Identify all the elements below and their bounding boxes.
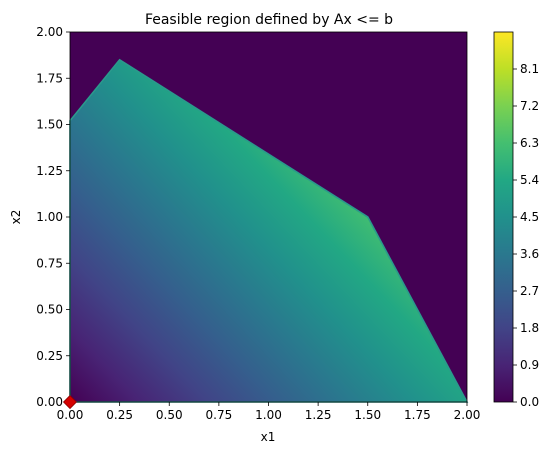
- colorbar-tick-label: 7.2: [520, 99, 539, 113]
- y-tick-label: 1.00: [36, 210, 63, 224]
- y-tick-label: 0.75: [36, 256, 63, 270]
- x-tick-label: 1.75: [404, 408, 431, 422]
- x-tick-label: 0.00: [57, 408, 84, 422]
- y-tick-label: 0.50: [36, 303, 63, 317]
- colorbar-tick-label: 2.7: [520, 284, 539, 298]
- colorbar-tick-label: 5.4: [520, 173, 539, 187]
- colorbar-tick-label: 6.3: [520, 136, 539, 150]
- y-tick-label: 0.25: [36, 349, 63, 363]
- colorbar-ticks: 0.0 0.9 1.8 2.7 3.6 4.5 5.4 6.3 7.2 8.1: [513, 62, 539, 409]
- colorbar-tick-label: 0.0: [520, 395, 539, 409]
- y-tick-label: 1.25: [36, 164, 63, 178]
- y-tick-label: 1.75: [36, 71, 63, 85]
- marker-layer: [62, 394, 78, 410]
- x-tick-label: 1.25: [305, 408, 332, 422]
- x-axis-label: x1: [261, 430, 276, 444]
- x-tick-label: 0.25: [106, 408, 133, 422]
- origin-diamond-marker: [62, 394, 78, 410]
- x-tick-label: 0.75: [206, 408, 233, 422]
- x-axis-ticks: 0.00 0.25 0.50 0.75 1.00 1.25 1.50 1.75 2.00: [57, 402, 481, 422]
- x-tick-label: 2.00: [454, 408, 481, 422]
- x-tick-label: 1.50: [354, 408, 381, 422]
- y-axis-label: x2: [9, 210, 23, 225]
- colorbar-tick-label: 4.5: [520, 210, 539, 224]
- y-tick-label: 0.00: [36, 395, 63, 409]
- y-tick-label: 1.50: [36, 118, 63, 132]
- heatmap-image: [70, 32, 467, 402]
- y-axis-ticks: 0.00 0.25 0.50 0.75 1.00 1.25 1.50 1.75 2.00: [36, 25, 70, 409]
- colorbar-tick-label: 1.8: [520, 321, 539, 335]
- colorbar: [493, 31, 514, 403]
- colorbar-tick-label: 0.9: [520, 358, 539, 372]
- colorbar-tick-label: 3.6: [520, 247, 539, 261]
- colorbar-tick-label: 8.1: [520, 62, 539, 76]
- chart-title: Feasible region defined by Ax <= b: [145, 12, 393, 28]
- y-tick-label: 2.00: [36, 25, 63, 39]
- x-tick-label: 1.00: [255, 408, 282, 422]
- x-tick-label: 0.50: [156, 408, 183, 422]
